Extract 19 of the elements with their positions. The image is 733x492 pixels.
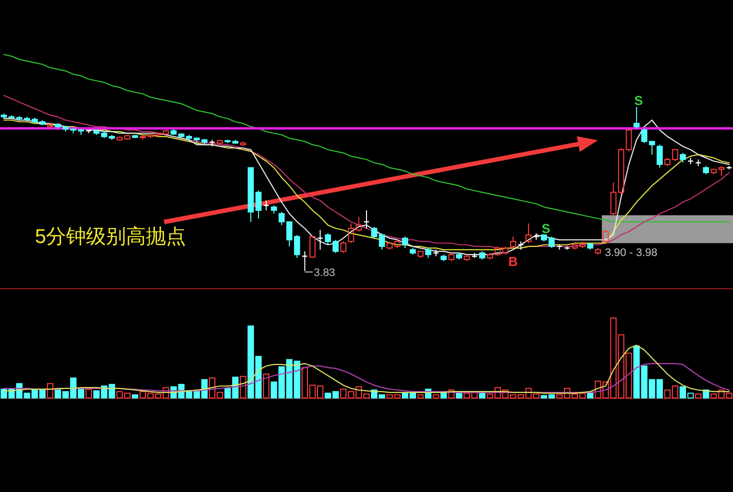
band-label: 3.90 - 3.98 [604,247,658,260]
annotation: 5分钟级别高抛点 [35,225,186,248]
bar [417,394,424,398]
bar [240,376,246,398]
candlestick [363,210,370,229]
bar [695,394,702,398]
bar [132,394,138,398]
text: S [542,220,550,236]
bar [262,374,270,398]
bar [432,394,440,398]
bar [479,392,486,398]
bar [46,383,54,398]
text: S [634,93,643,108]
text: 3.83 [314,267,336,279]
bar [448,390,455,398]
candlestick [317,230,324,250]
bar [587,392,594,398]
bar [86,388,92,398]
text: B [508,254,518,270]
